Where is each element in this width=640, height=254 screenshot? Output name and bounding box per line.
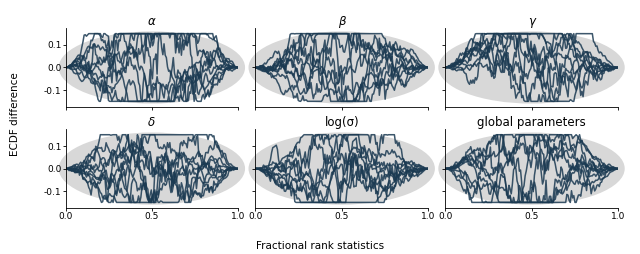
Title: global parameters: global parameters [477, 116, 586, 129]
Title: log(σ): log(σ) [324, 116, 359, 129]
Ellipse shape [248, 133, 435, 205]
Title: δ: δ [148, 116, 156, 129]
Text: Fractional rank statistics: Fractional rank statistics [256, 242, 384, 251]
Ellipse shape [438, 31, 625, 104]
Title: α: α [148, 15, 156, 28]
Text: ECDF difference: ECDF difference [10, 72, 20, 156]
Ellipse shape [59, 133, 245, 205]
Ellipse shape [438, 133, 625, 205]
Ellipse shape [248, 31, 435, 104]
Title: γ: γ [528, 15, 535, 28]
Title: β: β [338, 15, 346, 28]
Ellipse shape [59, 31, 245, 104]
